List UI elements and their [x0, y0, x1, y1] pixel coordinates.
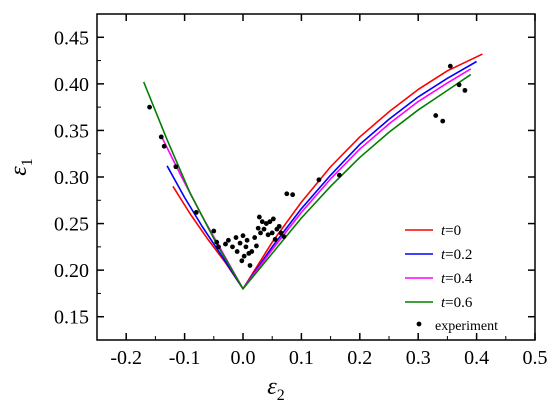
x-axis-label-subscript: 2	[277, 387, 285, 404]
x-tick-label: 0.2	[347, 347, 372, 369]
series-line-2	[160, 68, 472, 290]
experiment-point	[440, 118, 446, 124]
series-layer	[142, 53, 483, 290]
x-tick-label: 0.1	[289, 347, 314, 369]
x-tick-label: 0.0	[231, 347, 256, 369]
experiment-point	[270, 216, 276, 222]
experiment-point	[336, 172, 342, 178]
experiment-point	[456, 82, 462, 88]
experiment-point	[265, 232, 271, 238]
legend-label-value: =0.2	[445, 247, 472, 263]
experiment-point	[247, 263, 253, 268]
x-tick-label: -0.2	[110, 347, 142, 369]
legend-label-experiment: experiment	[435, 319, 498, 334]
experiment-point	[462, 87, 468, 93]
experiment-point	[240, 233, 246, 239]
legend-label-value: =0	[445, 223, 461, 239]
experiment-point	[226, 237, 231, 243]
experiment-point	[239, 258, 245, 264]
experiment-point	[261, 226, 267, 232]
experiment-point	[258, 230, 263, 236]
x-tick-label: 0.4	[464, 347, 489, 369]
experiment-point	[243, 244, 249, 250]
experiment-point	[244, 237, 250, 243]
legend-label-0: t=0	[441, 223, 461, 239]
y-axis-label-subscript: 1	[19, 158, 36, 166]
experiment-point	[284, 191, 290, 197]
axes: -0.2 -0.1 0.0 0.1 0.2 0.3 0.4 0.5 0.15 0.20 0.25 0.…	[54, 13, 548, 369]
legend-swatch-experiment	[416, 321, 422, 327]
experiment-point	[233, 235, 239, 240]
experiment-point	[281, 234, 287, 240]
experiment-point	[259, 219, 265, 225]
x-tick-label: 0.3	[406, 347, 431, 369]
experiment-point	[433, 113, 439, 118]
legend-label-value: =0.4	[445, 271, 473, 287]
plot-frame	[96, 13, 536, 341]
experiment-point	[290, 192, 296, 198]
legend-label-3: t=0.6	[441, 295, 473, 311]
legend-label-var: t	[441, 271, 446, 287]
experiment-point	[255, 225, 261, 231]
experiment-point	[173, 164, 179, 170]
experiment-point	[147, 104, 152, 110]
y-tick-label: 0.45	[54, 27, 89, 49]
experiment-point	[214, 239, 220, 245]
series-line-1	[166, 60, 477, 290]
y-tick-label: 0.30	[54, 167, 89, 189]
experiment-point	[254, 243, 259, 249]
series-line-3	[142, 73, 472, 290]
experiment-point	[216, 244, 221, 250]
experiment-point	[269, 230, 275, 236]
experiment-point	[252, 235, 258, 240]
experiment-point	[230, 244, 235, 250]
scatter-layer	[147, 63, 468, 268]
series-line-0	[172, 53, 483, 290]
experiment-point	[158, 134, 164, 140]
experiment-point	[211, 228, 217, 234]
legend-label-var: t	[441, 247, 446, 263]
experiment-point	[237, 240, 243, 246]
x-axis-label: ε2	[267, 374, 284, 404]
legend-label-1: t=0.2	[441, 247, 472, 263]
legend-label-2: t=0.4	[441, 271, 473, 287]
y-tick-label: 0.25	[54, 214, 89, 236]
experiment-point	[256, 214, 262, 220]
y-tick-label: 0.15	[54, 307, 89, 329]
y-axis-label: ε1	[6, 158, 36, 175]
legend-label-value: =0.6	[445, 295, 473, 311]
legend-label-var: t	[441, 223, 446, 239]
experiment-point	[193, 209, 199, 215]
experiment-point	[267, 219, 273, 225]
experiment-point	[447, 63, 453, 69]
legend-label-var: t	[441, 295, 446, 311]
x-tick-label: 0.5	[523, 347, 548, 369]
experiment-point	[241, 253, 247, 259]
y-tick-label: 0.20	[54, 260, 89, 282]
experiment-point	[272, 237, 278, 242]
experiment-point	[278, 230, 284, 236]
experiment-point	[249, 249, 255, 254]
experiment-point	[276, 223, 282, 229]
y-tick-label: 0.40	[54, 74, 89, 96]
experiment-point	[161, 143, 167, 149]
x-tick-label: -0.1	[169, 347, 201, 369]
y-tick-label: 0.35	[54, 120, 89, 142]
experiment-point	[223, 241, 228, 247]
experiment-point	[316, 177, 322, 183]
experiment-point	[234, 249, 240, 254]
